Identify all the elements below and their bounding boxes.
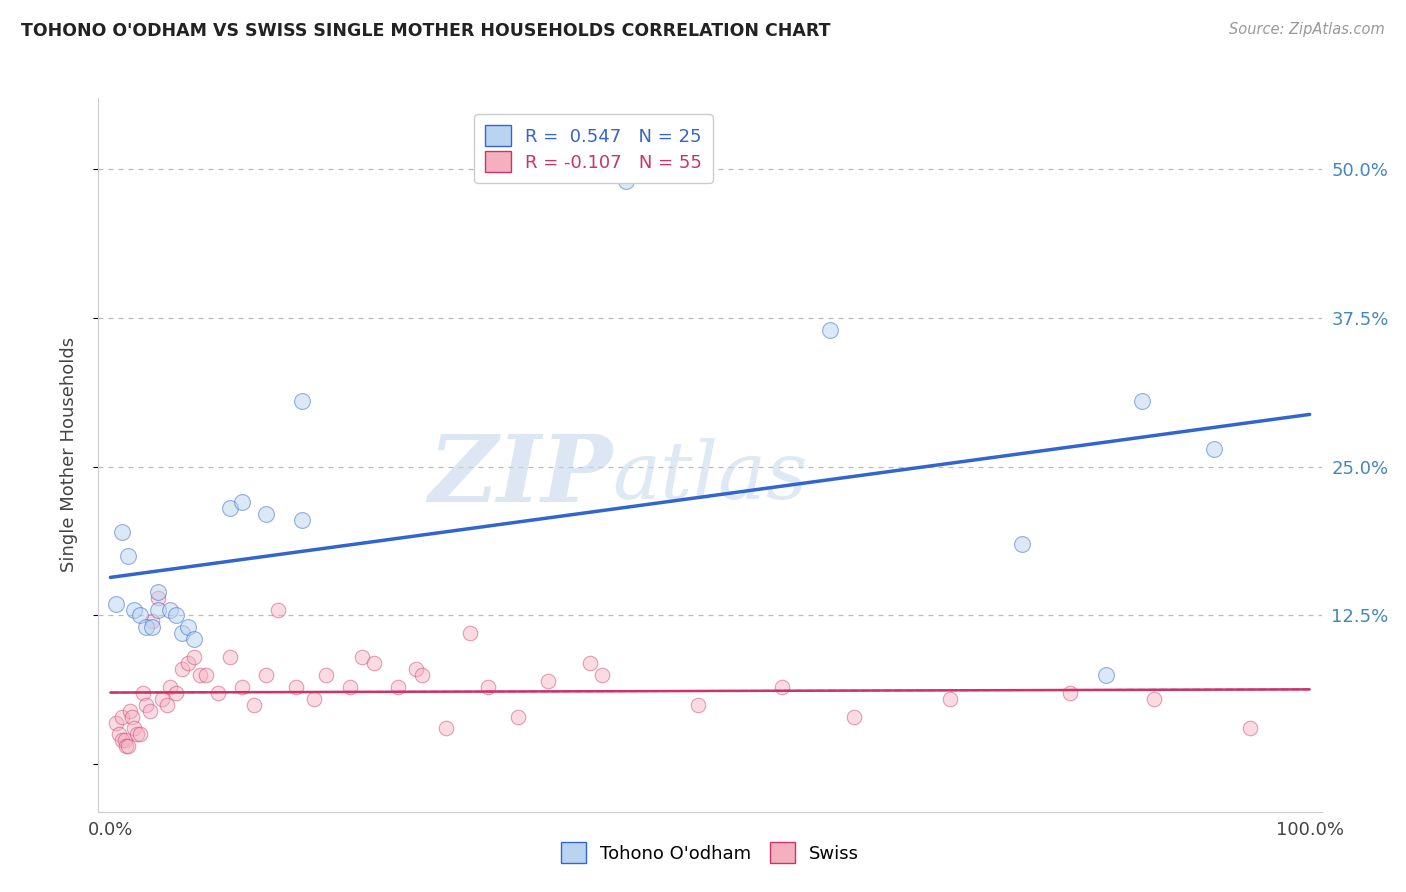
- Point: [614, 174, 637, 188]
- Point: [1059, 686, 1081, 700]
- Point: [352, 650, 374, 665]
- Point: [219, 501, 242, 516]
- Point: [405, 662, 427, 676]
- Text: TOHONO O'ODHAM VS SWISS SINGLE MOTHER HOUSEHOLDS CORRELATION CHART: TOHONO O'ODHAM VS SWISS SINGLE MOTHER HO…: [21, 22, 831, 40]
- Point: [1130, 394, 1153, 409]
- Point: [304, 691, 326, 706]
- Point: [135, 698, 157, 712]
- Point: [267, 602, 290, 616]
- Point: [939, 691, 962, 706]
- Point: [117, 549, 139, 563]
- Point: [291, 513, 314, 527]
- Point: [141, 615, 163, 629]
- Point: [125, 727, 148, 741]
- Point: [139, 704, 162, 718]
- Point: [111, 525, 134, 540]
- Point: [111, 733, 134, 747]
- Point: [818, 323, 841, 337]
- Point: [118, 704, 141, 718]
- Point: [339, 680, 361, 694]
- Point: [219, 650, 242, 665]
- Point: [1239, 722, 1261, 736]
- Point: [148, 584, 170, 599]
- Point: [129, 608, 152, 623]
- Point: [686, 698, 709, 712]
- Point: [207, 686, 229, 700]
- Point: [195, 668, 218, 682]
- Point: [243, 698, 266, 712]
- Point: [132, 686, 155, 700]
- Point: [111, 709, 134, 723]
- Text: atlas: atlas: [612, 438, 807, 515]
- Point: [231, 680, 253, 694]
- Point: [254, 668, 277, 682]
- Point: [105, 597, 128, 611]
- Point: [411, 668, 433, 682]
- Point: [254, 508, 277, 522]
- Legend: Tohono O'odham, Swiss: Tohono O'odham, Swiss: [554, 835, 866, 871]
- Point: [1143, 691, 1166, 706]
- Point: [591, 668, 613, 682]
- Text: ZIP: ZIP: [427, 432, 612, 521]
- Point: [1011, 537, 1033, 551]
- Point: [124, 602, 146, 616]
- Point: [285, 680, 308, 694]
- Point: [291, 394, 314, 409]
- Point: [315, 668, 337, 682]
- Point: [477, 680, 499, 694]
- Point: [1202, 442, 1225, 456]
- Point: [188, 668, 212, 682]
- Point: [172, 626, 194, 640]
- Y-axis label: Single Mother Households: Single Mother Households: [59, 337, 77, 573]
- Point: [105, 715, 128, 730]
- Point: [363, 656, 385, 670]
- Point: [177, 656, 200, 670]
- Point: [115, 739, 138, 754]
- Point: [141, 620, 163, 634]
- Point: [172, 662, 194, 676]
- Point: [165, 608, 187, 623]
- Point: [508, 709, 530, 723]
- Point: [183, 632, 205, 647]
- Point: [177, 620, 200, 634]
- Text: Source: ZipAtlas.com: Source: ZipAtlas.com: [1229, 22, 1385, 37]
- Point: [842, 709, 865, 723]
- Point: [231, 495, 253, 509]
- Point: [124, 722, 146, 736]
- Point: [183, 650, 205, 665]
- Point: [434, 722, 457, 736]
- Point: [150, 691, 173, 706]
- Point: [117, 739, 139, 754]
- Point: [135, 620, 157, 634]
- Point: [159, 602, 181, 616]
- Point: [537, 673, 560, 688]
- Point: [159, 680, 181, 694]
- Point: [770, 680, 793, 694]
- Point: [121, 709, 143, 723]
- Point: [1094, 668, 1116, 682]
- Point: [148, 602, 170, 616]
- Point: [148, 591, 170, 605]
- Point: [458, 626, 481, 640]
- Point: [165, 686, 187, 700]
- Point: [114, 733, 136, 747]
- Point: [156, 698, 179, 712]
- Point: [387, 680, 409, 694]
- Point: [579, 656, 602, 670]
- Point: [129, 727, 152, 741]
- Point: [108, 727, 131, 741]
